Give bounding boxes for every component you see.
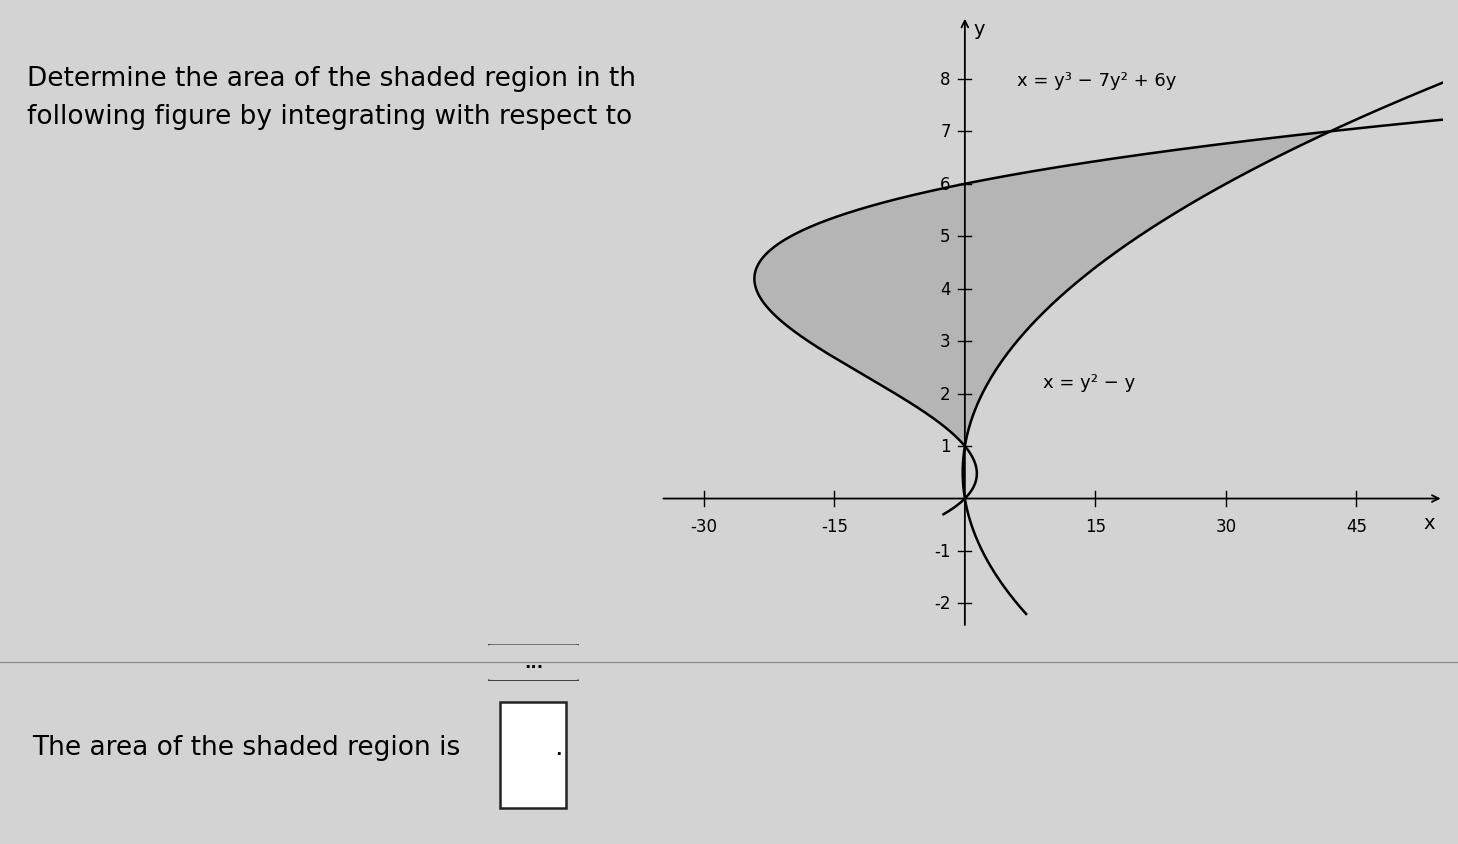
- Text: -1: -1: [935, 543, 951, 560]
- Text: -15: -15: [821, 518, 849, 536]
- Text: 4: 4: [940, 280, 951, 298]
- Text: ...: ...: [523, 653, 544, 672]
- Text: .: .: [554, 734, 563, 760]
- Text: 5: 5: [940, 228, 951, 246]
- Text: 45: 45: [1346, 518, 1368, 536]
- FancyBboxPatch shape: [500, 702, 566, 809]
- Text: The area of the shaded region is: The area of the shaded region is: [32, 734, 461, 760]
- Text: 7: 7: [940, 123, 951, 141]
- Text: 8: 8: [940, 71, 951, 89]
- Text: 6: 6: [940, 176, 951, 193]
- Text: 3: 3: [940, 333, 951, 351]
- Text: 15: 15: [1085, 518, 1107, 536]
- Text: 30: 30: [1216, 518, 1236, 536]
- FancyBboxPatch shape: [486, 644, 582, 681]
- Text: x = y² − y: x = y² − y: [1042, 373, 1136, 391]
- Text: Determine the area of the shaded region in the
following figure by integrating w: Determine the area of the shaded region …: [28, 66, 660, 129]
- Text: x: x: [1423, 514, 1435, 533]
- Text: -2: -2: [935, 595, 951, 613]
- Text: x = y³ − 7y² + 6y: x = y³ − 7y² + 6y: [1018, 72, 1177, 89]
- Text: 1: 1: [940, 437, 951, 456]
- Text: -30: -30: [690, 518, 717, 536]
- Text: y: y: [974, 19, 986, 39]
- Text: 2: 2: [940, 385, 951, 403]
